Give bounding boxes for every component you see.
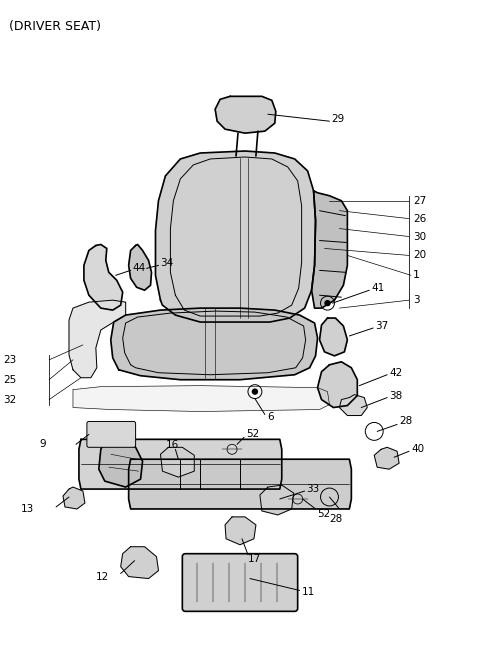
- Text: 40: 40: [411, 444, 424, 455]
- Text: 16: 16: [166, 440, 179, 450]
- Polygon shape: [320, 318, 348, 356]
- Text: 26: 26: [413, 214, 426, 224]
- Text: 30: 30: [413, 232, 426, 241]
- Polygon shape: [225, 517, 256, 544]
- Text: 1: 1: [413, 270, 420, 280]
- Polygon shape: [312, 191, 348, 308]
- Text: 42: 42: [389, 368, 402, 378]
- Polygon shape: [111, 308, 318, 380]
- Text: 17: 17: [248, 554, 261, 564]
- Polygon shape: [79, 440, 282, 489]
- Text: 34: 34: [160, 258, 174, 268]
- Text: 37: 37: [375, 321, 388, 331]
- Text: 28: 28: [329, 514, 343, 524]
- Text: 3: 3: [413, 295, 420, 305]
- Text: 32: 32: [3, 394, 17, 405]
- Text: 29: 29: [332, 114, 345, 124]
- Polygon shape: [318, 362, 357, 407]
- Polygon shape: [99, 440, 143, 487]
- Text: 27: 27: [413, 195, 426, 206]
- Text: 44: 44: [132, 263, 146, 274]
- Polygon shape: [160, 447, 194, 477]
- Text: 38: 38: [389, 390, 402, 401]
- Polygon shape: [63, 487, 85, 509]
- Text: 9: 9: [39, 440, 46, 449]
- Polygon shape: [84, 245, 123, 310]
- Text: 13: 13: [21, 504, 35, 514]
- Text: 52: 52: [246, 430, 259, 440]
- Polygon shape: [73, 386, 329, 411]
- Text: 33: 33: [307, 484, 320, 494]
- Text: (DRIVER SEAT): (DRIVER SEAT): [9, 20, 101, 33]
- Circle shape: [325, 300, 330, 306]
- Polygon shape: [374, 447, 399, 469]
- Polygon shape: [129, 459, 351, 509]
- Text: 28: 28: [399, 417, 412, 426]
- Polygon shape: [156, 151, 315, 322]
- Text: 52: 52: [318, 509, 331, 519]
- Polygon shape: [120, 546, 158, 579]
- Polygon shape: [260, 485, 294, 515]
- Text: 25: 25: [3, 375, 17, 384]
- Polygon shape: [129, 245, 152, 290]
- Text: 11: 11: [301, 588, 315, 598]
- FancyBboxPatch shape: [182, 554, 298, 611]
- Circle shape: [252, 389, 257, 394]
- Text: 23: 23: [3, 355, 17, 365]
- Polygon shape: [339, 395, 367, 415]
- Text: 20: 20: [413, 251, 426, 260]
- Polygon shape: [69, 300, 126, 378]
- Polygon shape: [215, 96, 276, 133]
- FancyBboxPatch shape: [87, 421, 136, 447]
- Text: 12: 12: [96, 571, 109, 582]
- Text: 41: 41: [371, 283, 384, 293]
- Text: 6: 6: [267, 413, 274, 422]
